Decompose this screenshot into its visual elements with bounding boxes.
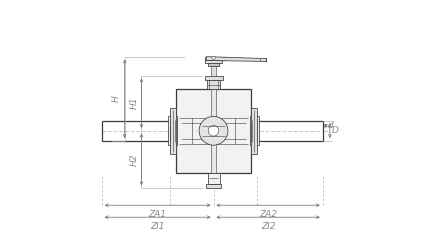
Bar <box>204 76 222 80</box>
Bar <box>207 63 219 66</box>
Circle shape <box>199 116 227 145</box>
Bar <box>176 89 250 173</box>
Text: ZI2: ZI2 <box>260 222 275 231</box>
Bar <box>204 57 225 60</box>
Bar <box>205 184 221 188</box>
Polygon shape <box>206 57 266 61</box>
Text: ZA2: ZA2 <box>259 210 276 219</box>
Text: ZI1: ZI1 <box>150 222 164 231</box>
Bar <box>249 116 258 145</box>
Bar <box>210 141 216 173</box>
Bar <box>168 116 177 145</box>
Text: D: D <box>331 126 338 135</box>
Bar <box>211 66 215 76</box>
Circle shape <box>211 56 215 60</box>
Text: H: H <box>112 95 121 102</box>
Circle shape <box>208 126 218 136</box>
Text: d: d <box>327 121 333 130</box>
Bar <box>205 60 221 63</box>
Bar <box>207 173 219 184</box>
Text: H1: H1 <box>129 97 138 109</box>
Text: ZA1: ZA1 <box>148 210 166 219</box>
Bar <box>210 89 216 121</box>
Text: H2: H2 <box>129 153 138 166</box>
Bar <box>250 108 256 154</box>
Bar <box>207 80 219 89</box>
Bar <box>170 108 176 154</box>
